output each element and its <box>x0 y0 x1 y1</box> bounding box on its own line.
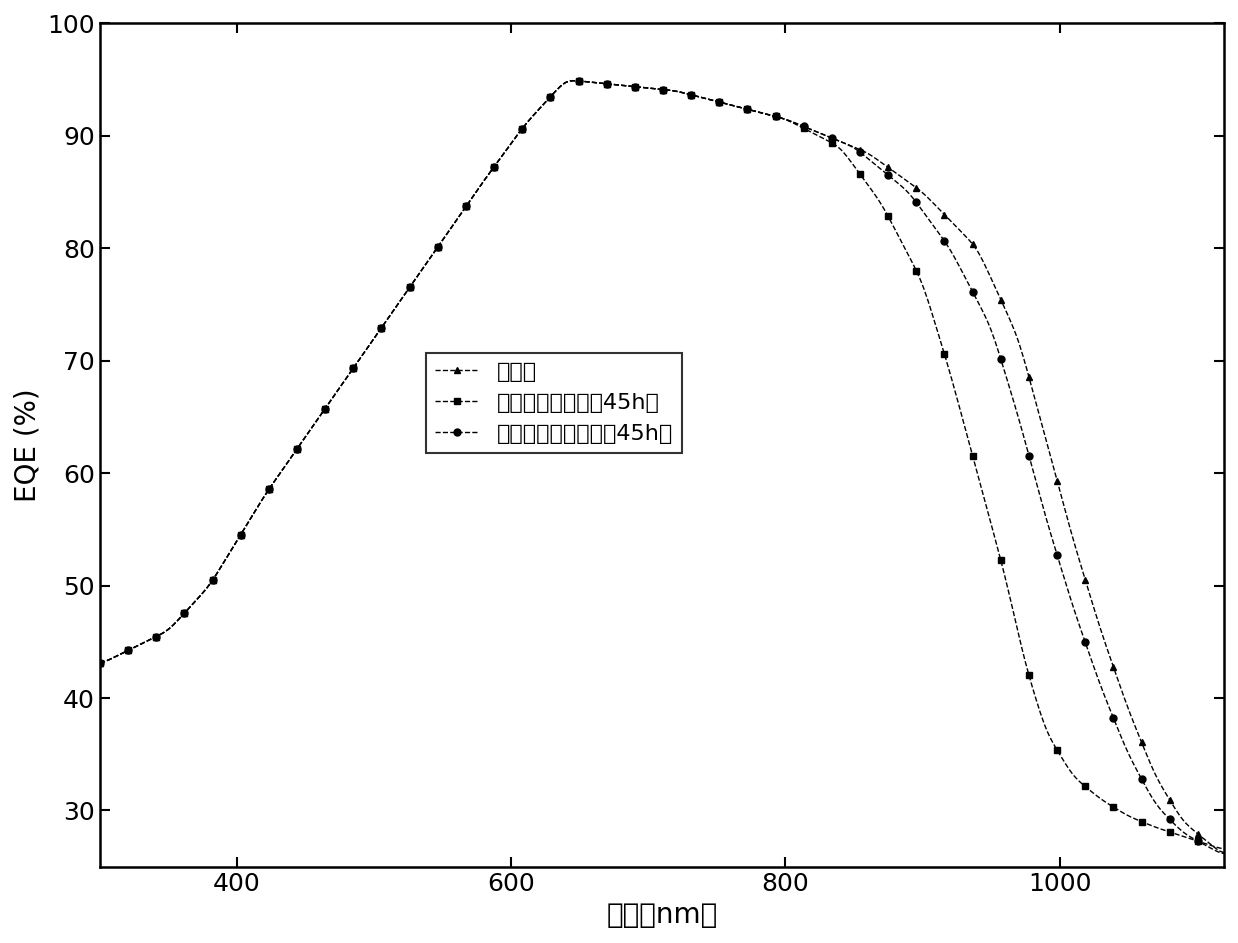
本发明烧结曲线光衰45h后 <box>603 78 618 90</box>
本发明烧结曲线光衰45h后 <box>93 657 108 669</box>
本发明烧结曲线光衰45h后 <box>941 241 956 253</box>
本发明烧结曲线光衰45h后 <box>291 440 306 452</box>
光衰前 <box>291 440 306 452</box>
常规烧结曲线光衰45h后 <box>291 440 306 452</box>
Line: 光衰前: 光衰前 <box>97 77 1228 856</box>
光衰前 <box>567 75 582 87</box>
常规烧结曲线光衰45h后 <box>381 311 396 323</box>
光衰前 <box>1217 847 1232 858</box>
本发明烧结曲线光衰45h后 <box>756 108 771 119</box>
常规烧结曲线光衰45h后 <box>1217 843 1232 854</box>
光衰前 <box>846 141 860 152</box>
本发明烧结曲线光衰45h后 <box>1217 848 1232 859</box>
常规烧结曲线光衰45h后 <box>941 361 956 372</box>
Legend: 光衰前, 常规烧结曲线光衰45h后, 本发明烧结曲线光衰45h后: 光衰前, 常规烧结曲线光衰45h后, 本发明烧结曲线光衰45h后 <box>426 353 682 453</box>
常规烧结曲线光衰45h后 <box>603 78 618 90</box>
光衰前 <box>756 108 771 119</box>
本发明烧结曲线光衰45h后 <box>567 75 582 87</box>
常规烧结曲线光衰45h后 <box>93 657 108 669</box>
本发明烧结曲线光衰45h后 <box>381 311 396 323</box>
光衰前 <box>93 657 108 669</box>
Line: 常规烧结曲线光衰45h后: 常规烧结曲线光衰45h后 <box>97 77 1228 852</box>
常规烧结曲线光衰45h后 <box>846 158 860 170</box>
光衰前 <box>941 213 956 224</box>
常规烧结曲线光衰45h后 <box>567 75 582 87</box>
Y-axis label: EQE (%): EQE (%) <box>14 389 42 502</box>
常规烧结曲线光衰45h后 <box>756 108 771 119</box>
光衰前 <box>603 78 618 90</box>
Line: 本发明烧结曲线光衰45h后: 本发明烧结曲线光衰45h后 <box>97 77 1228 857</box>
X-axis label: 波长（nm）: 波长（nm） <box>607 902 718 929</box>
本发明烧结曲线光衰45h后 <box>846 141 860 153</box>
光衰前 <box>381 311 396 323</box>
